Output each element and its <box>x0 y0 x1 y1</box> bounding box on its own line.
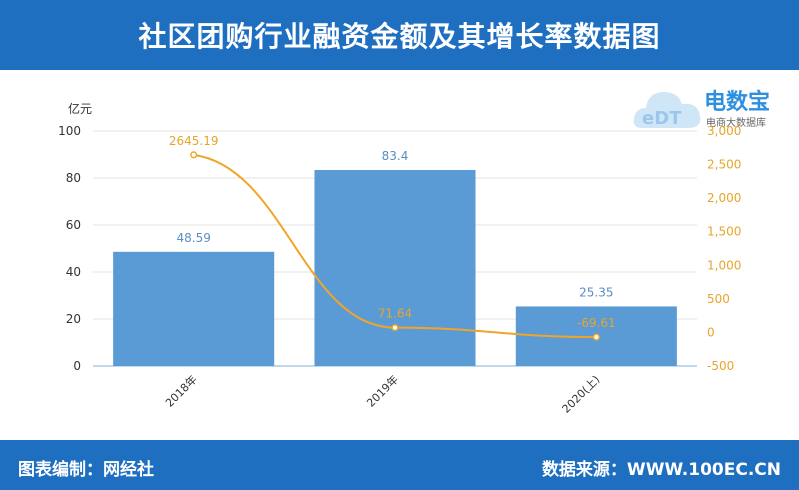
chart-header: 社区团购行业融资金额及其增长率数据图 <box>0 0 799 70</box>
y-left-tick-label: 0 <box>73 359 81 373</box>
y-left-tick-label: 100 <box>58 124 81 138</box>
x-tick-label: 2018年 <box>162 372 199 409</box>
line-point <box>190 151 198 159</box>
footer-source: 数据来源：WWW.100EC.CN <box>541 460 781 480</box>
y-left-tick-label: 60 <box>66 218 81 232</box>
line-point <box>592 333 600 341</box>
chart-footer: 图表编制：网经社 数据来源：WWW.100EC.CN <box>0 440 799 490</box>
y-right-tick-label: 500 <box>707 292 730 306</box>
y-left-tick-label: 20 <box>66 312 81 326</box>
bar-data-label: 25.35 <box>579 285 613 299</box>
y-right-tick-label: 3,000 <box>707 124 741 138</box>
line-point <box>391 324 399 332</box>
y-left-axis-label: 亿元 <box>68 101 92 116</box>
y-right-tick-label: -500 <box>707 359 734 373</box>
growth-rate-line <box>193 153 597 339</box>
bar <box>113 251 275 366</box>
y-left-tick-label: 80 <box>66 171 81 185</box>
line-data-label: 2645.19 <box>169 134 219 148</box>
line-data-label: -69.61 <box>577 316 616 330</box>
x-tick-label: 2020(上) <box>560 373 603 416</box>
line-data-label: 71.64 <box>378 307 412 321</box>
logo-sub: 电商大数据库 <box>706 118 766 129</box>
y-right-tick-label: 1,000 <box>707 258 741 272</box>
combo-chart: 0 20 40 60 80 100 -500 0 500 1,000 1,500 2,000 2,500… <box>58 101 741 416</box>
bar-data-label: 83.4 <box>382 149 409 163</box>
chart-title: 社区团购行业融资金额及其增长率数据图 <box>138 20 661 53</box>
bar <box>314 170 476 366</box>
logo-mark-text: eDT <box>642 108 682 129</box>
y-right-tick-label: 0 <box>707 325 715 339</box>
y-left-tick-label: 40 <box>66 265 81 279</box>
y-right-tick-label: 1,500 <box>707 225 741 239</box>
bar-data-label: 48.59 <box>176 231 210 245</box>
y-right-tick-label: 2,500 <box>707 158 741 172</box>
cloud-logo-icon: eDT <box>633 92 701 129</box>
logo-brand: 电数宝 <box>704 90 771 115</box>
footer-credit: 图表编制：网经社 <box>18 460 154 480</box>
y-right-tick-label: 2,000 <box>707 191 741 205</box>
logo: eDT 电数宝 电商大数据库 <box>632 78 792 138</box>
x-tick-label: 2019年 <box>364 372 401 409</box>
